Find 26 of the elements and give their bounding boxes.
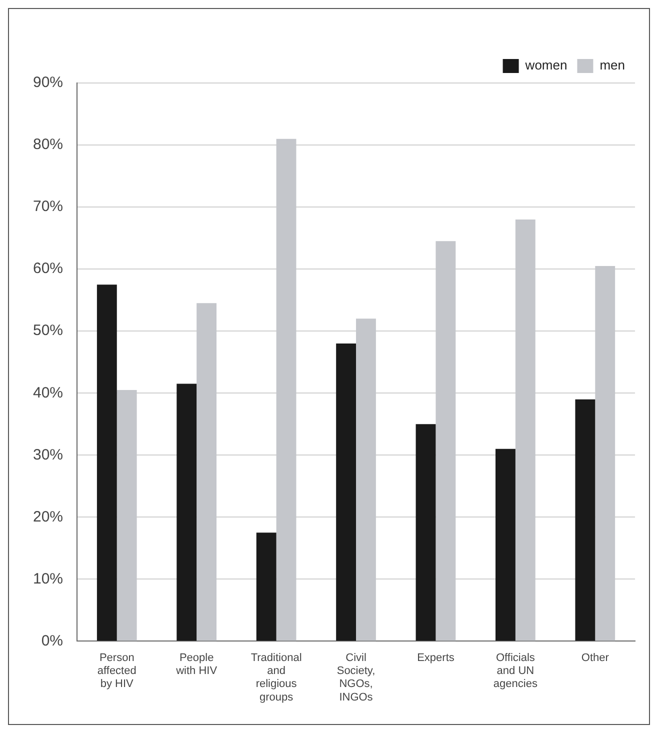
x-tick-label: Civil Society, NGOs, INGOs (336, 652, 376, 704)
y-tick-label: 60% (32, 260, 64, 278)
y-tick-label: 40% (32, 384, 64, 402)
x-tick-label: Officials and UN agencies (493, 652, 538, 690)
y-tick-label: 10% (32, 570, 64, 588)
bar (336, 343, 356, 641)
y-tick-label: 0% (41, 632, 64, 650)
bar (256, 532, 276, 641)
bar (96, 284, 117, 641)
bar (496, 448, 516, 641)
bar (416, 424, 436, 641)
y-tick-label: 70% (32, 198, 64, 216)
x-tick-label: People with HIV (175, 652, 218, 678)
x-tick-label: Person affected by HIV (97, 652, 136, 690)
y-tick-label: 30% (32, 446, 64, 464)
y-tick-label: 20% (32, 508, 64, 526)
legend-label: women (524, 58, 568, 73)
x-tick-label: Experts (417, 652, 455, 664)
bar (176, 384, 197, 641)
y-tick-label: 90% (32, 74, 64, 92)
x-tick-label: Traditional and religious groups (250, 652, 302, 704)
x-tick-label: Other (581, 652, 610, 664)
y-tick-label: 80% (32, 136, 64, 154)
bar (575, 399, 596, 641)
y-tick-label: 50% (32, 322, 64, 340)
legend-label: men (600, 58, 626, 73)
